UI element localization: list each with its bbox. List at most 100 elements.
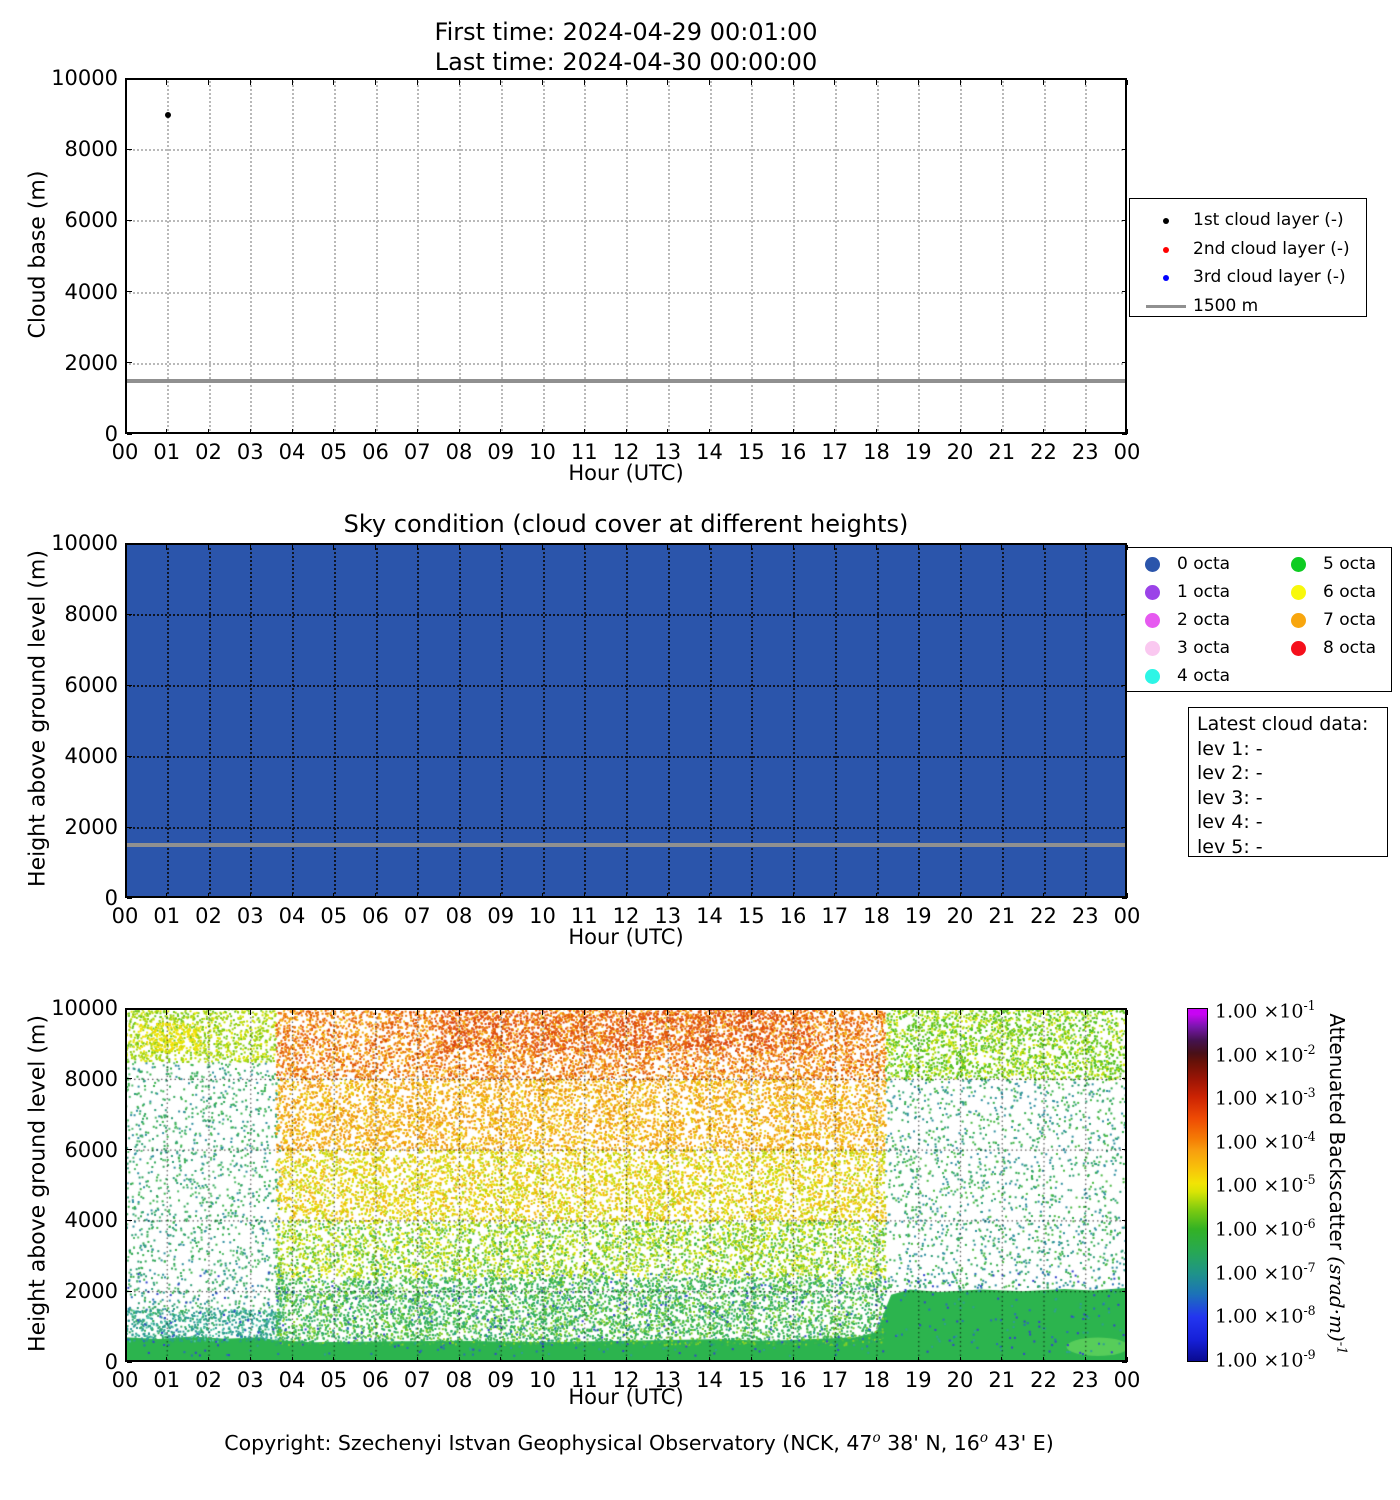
xtick-label: 05	[320, 904, 348, 928]
gridline-vertical	[1001, 543, 1004, 898]
legend-marker-line	[1146, 305, 1186, 308]
axis-tick	[333, 1010, 335, 1015]
sky-condition-title: Sky condition (cloud cover at different …	[343, 510, 909, 538]
axis-tick	[876, 429, 877, 434]
axis-tick	[667, 545, 669, 550]
cloud-base-plot	[125, 78, 1127, 434]
gridline-vertical	[1085, 543, 1088, 898]
gridline-vertical	[584, 543, 587, 898]
gridline-vertical	[751, 78, 754, 434]
xtick-label: 23	[1071, 1368, 1099, 1392]
xtick-label: 16	[779, 440, 807, 464]
colorbar-tick-label: 1.00 ×10-8	[1215, 1303, 1316, 1327]
axis-tick	[333, 893, 335, 898]
xtick-label: 20	[946, 440, 974, 464]
xtick-label: 08	[445, 1368, 473, 1392]
axis-tick	[375, 1357, 376, 1362]
axis-tick	[124, 429, 126, 434]
colorbar-tick-exponent: -6	[1303, 1216, 1316, 1231]
colorbar-tick-mantissa: 1.00 ×10	[1215, 1218, 1304, 1241]
xtick-label: 22	[1030, 440, 1057, 464]
axis-tick	[249, 545, 251, 550]
axis-tick	[625, 893, 627, 898]
axis-tick	[750, 1357, 752, 1362]
axis-tick	[208, 893, 209, 898]
panel3-ylabel: Height above ground level (m)	[25, 1015, 51, 1352]
axis-tick	[416, 893, 418, 898]
octa-legend-dot	[1291, 557, 1306, 572]
axis-tick	[124, 1357, 126, 1362]
octa-legend-dot	[1145, 669, 1160, 684]
axis-tick	[917, 893, 919, 898]
axis-tick	[959, 1357, 961, 1362]
gridline-vertical	[1043, 543, 1046, 898]
gridline-vertical	[500, 78, 503, 434]
ytick-label: 2000	[64, 1279, 118, 1304]
gridline-vertical	[793, 78, 795, 434]
axis-tick	[959, 893, 961, 898]
xtick-label: 12	[612, 440, 640, 464]
xtick-label: 07	[403, 904, 431, 928]
axis-tick	[127, 1290, 132, 1292]
axis-tick	[127, 684, 132, 686]
axis-tick	[625, 545, 627, 550]
colorbar-tick-mantissa: 1.00 ×10	[1215, 1087, 1304, 1110]
axis-tick	[917, 545, 919, 550]
axis-tick	[917, 429, 919, 434]
axis-tick	[1122, 219, 1127, 221]
xtick-label: 11	[570, 440, 598, 464]
colorbar-tick-exponent: -1	[1303, 998, 1316, 1013]
gridline-vertical	[208, 543, 211, 898]
axis-tick	[583, 80, 585, 85]
axis-tick	[500, 1010, 502, 1015]
gridline-vertical	[751, 543, 754, 898]
axis-tick	[249, 1010, 251, 1015]
ytick-label: 8000	[64, 602, 118, 626]
gridline-horizontal	[125, 220, 1127, 223]
axis-tick	[127, 1361, 132, 1363]
axis-tick	[667, 429, 669, 434]
octa-legend-dot	[1145, 585, 1160, 600]
axis-tick	[124, 1010, 126, 1015]
octa-legend-label: 1 octa	[1177, 582, 1231, 602]
colorbar-tick-label: 1.00 ×10-7	[1215, 1260, 1316, 1284]
axis-tick	[959, 545, 961, 550]
colorbar-tick-mantissa: 1.00 ×10	[1215, 1043, 1304, 1066]
legend-item: 1500 m	[1130, 293, 1368, 321]
xtick-label: 20	[946, 904, 974, 928]
axis-tick	[709, 1010, 710, 1015]
axis-tick	[542, 80, 543, 85]
axis-tick	[1122, 1290, 1127, 1292]
axis-tick	[667, 1010, 669, 1015]
legend-item: 1st cloud layer (-)	[1130, 207, 1368, 235]
gridline-horizontal	[125, 362, 1127, 365]
gridline-vertical	[250, 78, 253, 434]
axis-tick	[291, 80, 293, 85]
xtick-label: 04	[278, 440, 306, 464]
gridline-vertical	[709, 543, 712, 898]
ytick-label: 0	[104, 886, 118, 910]
axis-tick	[709, 80, 710, 85]
xtick-label: 12	[612, 1368, 640, 1392]
axis-tick	[1043, 1357, 1044, 1362]
octa-legend-dot	[1291, 641, 1306, 656]
axis-tick	[1122, 148, 1127, 150]
axis-tick	[127, 362, 132, 364]
ytick-label: 4000	[64, 1208, 118, 1233]
gridline-vertical	[960, 543, 962, 898]
axis-tick	[375, 1010, 376, 1015]
axis-tick	[542, 893, 543, 898]
xtick-label: 13	[654, 440, 682, 464]
axis-tick	[1043, 80, 1044, 85]
axis-tick	[1001, 429, 1003, 434]
axis-tick	[1084, 429, 1086, 434]
gridline-vertical	[667, 78, 670, 434]
axis-tick	[1084, 893, 1086, 898]
axis-tick	[500, 429, 502, 434]
gridline-vertical	[542, 78, 545, 434]
axis-tick	[709, 893, 710, 898]
backscatter-scatter-canvas	[125, 1008, 1127, 1362]
octa-legend-label: 8 octa	[1323, 638, 1377, 658]
axis-tick	[127, 148, 132, 150]
gridline-horizontal	[125, 827, 1127, 829]
